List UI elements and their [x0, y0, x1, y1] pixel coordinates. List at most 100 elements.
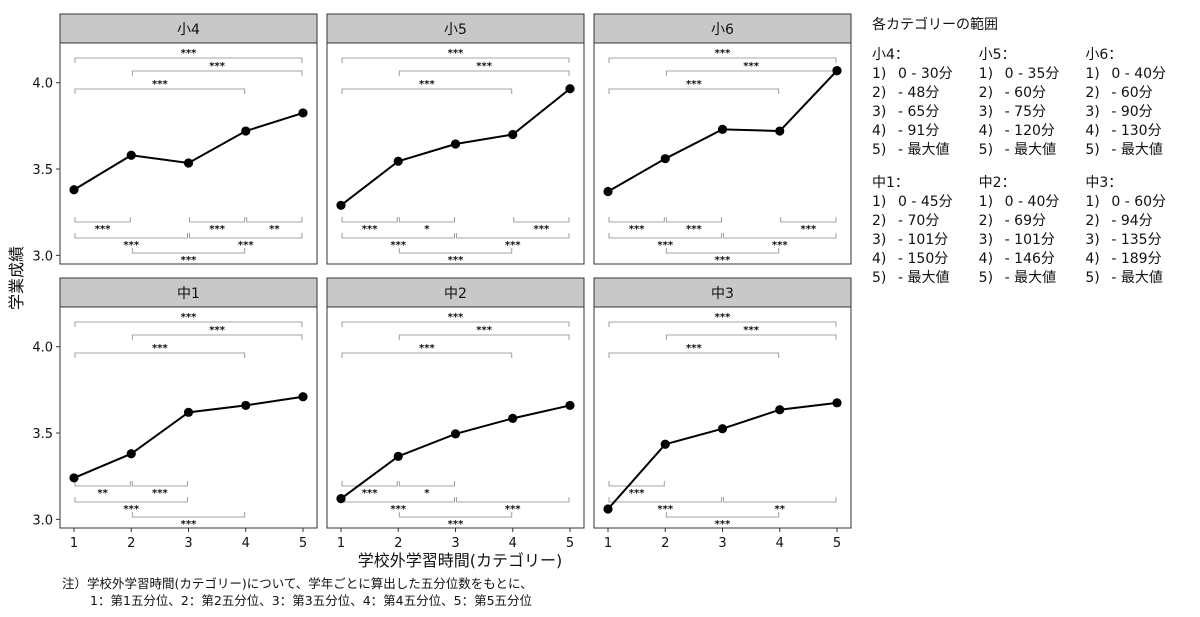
legend-range-value: - 101分: [1004, 232, 1055, 248]
legend-range-row: 4) - 150分: [872, 250, 979, 269]
legend-range-value: - 最大値: [898, 270, 950, 286]
significance-label: ***: [152, 343, 168, 354]
significance-bracket: [665, 512, 780, 518]
significance-bracket: [131, 334, 303, 340]
footnote-line-1: 注）学校外学習時間(カテゴリー)について、学年ごとに算出した五分位数をもとに、: [62, 576, 533, 591]
significance-label: **: [97, 488, 108, 499]
plot-panel: [326, 42, 585, 265]
significance-label: ***: [209, 224, 225, 235]
x-tick-label: 4: [509, 536, 517, 551]
legend-title: 各カテゴリーの範囲: [872, 17, 998, 33]
legend-range-number: 2): [978, 85, 994, 101]
significance-bracket: [398, 70, 570, 76]
legend-range-value: - 91分: [898, 123, 940, 139]
significance-bracket: [341, 233, 455, 239]
plot-panel: [59, 306, 318, 529]
legend-range-number: 1): [872, 194, 887, 210]
legend-range-number: 1): [872, 66, 887, 82]
facet-title: 小4: [177, 22, 200, 38]
legend-range-row: 3) - 90分: [1085, 103, 1192, 122]
significance-label: ***: [686, 79, 702, 90]
x-tick-label: 2: [661, 536, 669, 551]
legend-column: 小4： 1) 0 - 30分 2) - 48分 3) - 65分 4) - 91分 5) - 最大値: [872, 46, 979, 160]
facet-strip: [326, 277, 585, 308]
legend-range-number: 1): [978, 66, 994, 82]
significance-label: ***: [181, 519, 197, 530]
facet-strip: [326, 13, 585, 44]
legend-range-value: - 130分: [1111, 123, 1162, 139]
significance-bracket: [608, 233, 722, 239]
legend-range-row: 2) - 60分: [979, 84, 1086, 103]
significance-bracket: [398, 512, 513, 518]
data-point: [298, 108, 308, 118]
data-point: [775, 405, 785, 415]
data-point: [508, 413, 518, 423]
data-point: [126, 150, 136, 160]
legend-range-number: 5): [872, 142, 887, 158]
significance-label: ***: [390, 504, 406, 515]
significance-bracket: [341, 57, 570, 63]
legend-range-row: 2) - 69分: [979, 212, 1086, 231]
significance-bracket: [608, 217, 665, 223]
legend-range-row: 3) - 101分: [979, 231, 1086, 250]
significance-label: ***: [123, 504, 139, 515]
significance-bracket: [131, 512, 246, 518]
significance-label: ***: [715, 312, 731, 323]
legend-range-number: 2): [872, 213, 887, 229]
y-tick-label: 3.5: [32, 163, 53, 178]
legend-range-value: - 48分: [898, 85, 940, 101]
facet-title: 小6: [711, 22, 734, 38]
x-tick-label: 5: [566, 536, 574, 551]
significance-bracket: [189, 233, 303, 239]
legend-column: 小6： 1) 0 - 40分 2) - 60分 3) - 90分 4) - 130分 5) - 最大…: [1085, 46, 1192, 160]
y-tick-label: 3.0: [32, 513, 53, 528]
legend-range-value: - 146分: [1004, 251, 1055, 267]
significance-label: ***: [448, 48, 464, 59]
data-point: [241, 400, 251, 411]
legend-range-value: - 189分: [1111, 251, 1162, 267]
legend-range-number: 4): [978, 123, 994, 139]
significance-bracket: [341, 481, 398, 487]
data-point: [126, 449, 136, 459]
x-tick-label: 5: [299, 536, 307, 551]
significance-bracket: [74, 88, 246, 94]
significance-label: ***: [476, 61, 492, 72]
legend-range-row: 4) - 146分: [979, 250, 1086, 269]
significance-bracket: [665, 217, 722, 223]
legend-range-number: 3): [872, 104, 887, 120]
legend-range-number: 2): [1085, 85, 1100, 101]
legend-range-number: 4): [1085, 251, 1100, 267]
significance-label: ***: [419, 79, 435, 90]
data-point: [832, 66, 842, 76]
data-point: [241, 126, 251, 136]
significance-label: ***: [534, 224, 550, 235]
significance-label: ***: [209, 61, 225, 72]
data-point: [183, 407, 194, 417]
significance-label: ***: [152, 488, 168, 499]
significance-bracket: [74, 233, 188, 239]
legend-column: 小5： 1) 0 - 35分 2) - 60分 3) - 75分 4) - 120分 5) - 最大…: [979, 46, 1086, 160]
legend-column: 中2： 1) 0 - 40分 2) - 69分 3) - 101分 4) - 146分 5) - 最…: [979, 174, 1086, 288]
significance-label: ***: [181, 48, 197, 59]
data-point: [183, 158, 194, 168]
significance-bracket: [608, 321, 837, 327]
legend-range-row: 5) - 最大値: [1085, 141, 1192, 160]
legend-range-number: 4): [1085, 123, 1100, 139]
legend-range-number: 4): [872, 251, 887, 267]
legend-column: 中3： 1) 0 - 60分 2) - 94分 3) - 135分 4) - 189分 5) - 最…: [1085, 174, 1192, 288]
legend-range-row: 4) - 130分: [1085, 122, 1192, 141]
legend-range-value: - 90分: [1111, 104, 1153, 120]
significance-label: ***: [715, 255, 731, 266]
data-point: [336, 494, 346, 504]
significance-bracket: [74, 57, 303, 63]
legend-range-value: - 94分: [1111, 213, 1153, 229]
data-point: [565, 84, 575, 94]
significance-bracket: [398, 217, 455, 223]
legend-range-row: 2) - 48分: [872, 84, 979, 103]
significance-label: ***: [629, 224, 645, 235]
significance-label: ***: [390, 240, 406, 251]
legend-range-number: 5): [978, 270, 994, 286]
significance-bracket: [665, 334, 837, 340]
significance-label: ***: [181, 312, 197, 323]
facet-title: 中3: [711, 286, 734, 302]
